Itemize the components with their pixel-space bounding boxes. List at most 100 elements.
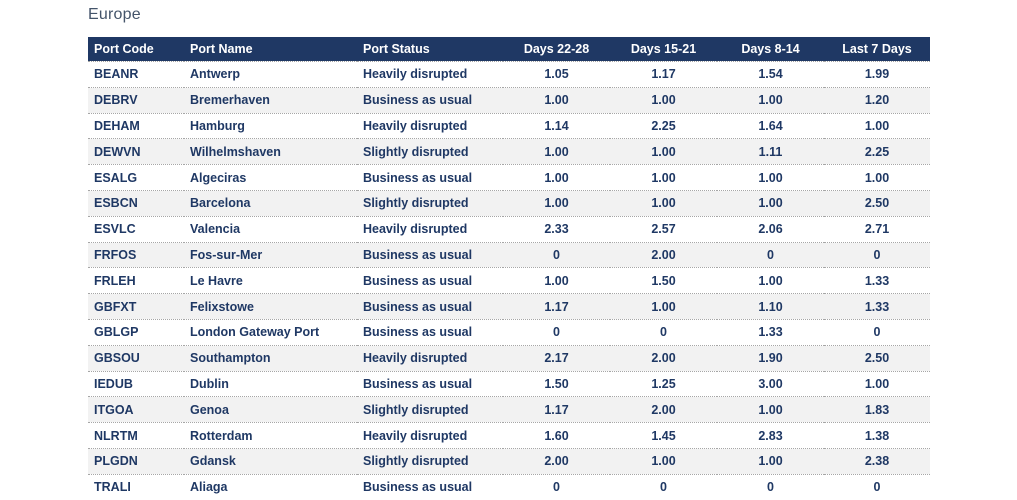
column-header-days-15-21[interactable]: Days 15-21 (610, 37, 717, 62)
cell-last-7-days: 2.50 (824, 344, 930, 372)
cell-last-7-days: 1.00 (824, 370, 930, 397)
cell-port-status: Slightly disrupted (357, 189, 503, 217)
cell-days-22-28: 1.50 (503, 370, 610, 397)
cell-port-status: Heavily disrupted (357, 215, 503, 243)
cell-days-8-14: 1.90 (717, 344, 824, 372)
ports-table: Port Code Port Name Port Status Days 22-28 D… (88, 37, 930, 500)
cell-days-22-28: 2.00 (503, 447, 610, 475)
table-row: ESBCN Barcelona Slightly disrupted 1.00 1.00… (88, 189, 930, 217)
cell-days-22-28: 2.33 (503, 215, 610, 243)
cell-port-code: ESBCN (88, 189, 184, 217)
table-row: PLGDN Gdansk Slightly disrupted 2.00 1.00 1.0… (88, 447, 930, 475)
column-header-days-8-14[interactable]: Days 8-14 (717, 37, 824, 62)
cell-days-22-28: 1.00 (503, 138, 610, 165)
column-header-port-code[interactable]: Port Code (88, 37, 184, 62)
cell-port-status: Business as usual (357, 318, 503, 346)
cell-port-name: Gdansk (184, 447, 357, 475)
cell-port-name: Le Havre (184, 267, 357, 294)
cell-last-7-days: 1.83 (824, 396, 930, 423)
cell-port-name: Rotterdam (184, 422, 357, 449)
cell-port-name: Valencia (184, 215, 357, 243)
cell-days-15-21: 1.00 (610, 138, 717, 165)
table-row: FRFOS Fos-sur-Mer Business as usual 0 2.00 0 0 (88, 241, 930, 268)
cell-days-15-21: 1.25 (610, 370, 717, 397)
cell-days-8-14: 1.54 (717, 61, 824, 88)
cell-last-7-days: 0 (824, 318, 930, 346)
table-row: DEWVN Wilhelmshaven Slightly disrupted 1.00… (88, 138, 930, 165)
cell-port-code: ITGOA (88, 396, 184, 423)
cell-days-15-21: 1.00 (610, 86, 717, 114)
cell-days-22-28: 0 (503, 473, 610, 500)
cell-days-8-14: 3.00 (717, 370, 824, 397)
cell-days-8-14: 1.00 (717, 164, 824, 191)
cell-port-status: Business as usual (357, 241, 503, 268)
cell-days-15-21: 1.45 (610, 422, 717, 449)
table-row: GBSOU Southampton Heavily disrupted 2.17 2.0… (88, 344, 930, 372)
cell-port-code: GBSOU (88, 344, 184, 372)
table-row: IEDUB Dublin Business as usual 1.50 1.25 3.00… (88, 370, 930, 397)
cell-last-7-days: 1.33 (824, 267, 930, 294)
cell-port-status: Heavily disrupted (357, 112, 503, 139)
table-row: FRLEH Le Havre Business as usual 1.00 1.50 1.… (88, 267, 930, 294)
cell-port-status: Business as usual (357, 473, 503, 500)
cell-days-8-14: 1.64 (717, 112, 824, 139)
cell-port-name: Antwerp (184, 61, 357, 88)
column-header-days-22-28[interactable]: Days 22-28 (503, 37, 610, 62)
cell-last-7-days: 1.20 (824, 86, 930, 114)
cell-port-status: Business as usual (357, 267, 503, 294)
cell-days-22-28: 1.00 (503, 86, 610, 114)
column-header-port-name[interactable]: Port Name (184, 37, 357, 62)
cell-last-7-days: 2.38 (824, 447, 930, 475)
cell-days-15-21: 1.00 (610, 164, 717, 191)
cell-port-code: TRALI (88, 473, 184, 500)
cell-port-code: NLRTM (88, 422, 184, 449)
cell-port-code: DEHAM (88, 112, 184, 139)
cell-days-15-21: 1.17 (610, 61, 717, 88)
cell-port-code: ESALG (88, 164, 184, 191)
table-row: ESVLC Valencia Heavily disrupted 2.33 2.57 2.… (88, 215, 930, 243)
cell-days-15-21: 1.00 (610, 447, 717, 475)
cell-days-15-21: 2.00 (610, 241, 717, 268)
cell-days-15-21: 2.25 (610, 112, 717, 139)
table-row: NLRTM Rotterdam Heavily disrupted 1.60 1.45 2… (88, 422, 930, 449)
cell-days-8-14: 1.00 (717, 86, 824, 114)
cell-days-22-28: 0 (503, 318, 610, 346)
cell-port-status: Heavily disrupted (357, 422, 503, 449)
cell-port-status: Heavily disrupted (357, 61, 503, 88)
cell-days-8-14: 1.33 (717, 318, 824, 346)
cell-days-8-14: 1.00 (717, 189, 824, 217)
cell-days-8-14: 1.10 (717, 293, 824, 320)
cell-port-name: Bremerhaven (184, 86, 357, 114)
cell-last-7-days: 1.99 (824, 61, 930, 88)
cell-last-7-days: 1.00 (824, 164, 930, 191)
column-header-last-7-days[interactable]: Last 7 Days (824, 37, 930, 62)
cell-port-name: Felixstowe (184, 293, 357, 320)
cell-port-code: GBLGP (88, 318, 184, 346)
cell-port-status: Slightly disrupted (357, 138, 503, 165)
cell-days-22-28: 1.60 (503, 422, 610, 449)
cell-port-status: Business as usual (357, 293, 503, 320)
cell-days-15-21: 1.50 (610, 267, 717, 294)
cell-days-22-28: 1.05 (503, 61, 610, 88)
cell-last-7-days: 1.00 (824, 112, 930, 139)
cell-days-22-28: 0 (503, 241, 610, 268)
cell-port-status: Business as usual (357, 164, 503, 191)
table-row: BEANR Antwerp Heavily disrupted 1.05 1.17 1.5… (88, 61, 930, 88)
cell-last-7-days: 0 (824, 241, 930, 268)
cell-days-8-14: 2.06 (717, 215, 824, 243)
cell-port-name: Aliaga (184, 473, 357, 500)
table-row: ITGOA Genoa Slightly disrupted 1.17 2.00 1.00… (88, 396, 930, 423)
cell-port-status: Slightly disrupted (357, 447, 503, 475)
header-row: Port Code Port Name Port Status Days 22-28 D… (88, 37, 930, 62)
cell-port-code: IEDUB (88, 370, 184, 397)
cell-port-name: Barcelona (184, 189, 357, 217)
cell-days-8-14: 2.83 (717, 422, 824, 449)
cell-days-15-21: 1.00 (610, 293, 717, 320)
column-header-port-status[interactable]: Port Status (357, 37, 503, 62)
table-row: ESALG Algeciras Business as usual 1.00 1.00 1… (88, 164, 930, 191)
cell-days-8-14: 1.00 (717, 396, 824, 423)
cell-last-7-days: 1.33 (824, 293, 930, 320)
cell-days-15-21: 2.00 (610, 344, 717, 372)
cell-port-status: Business as usual (357, 86, 503, 114)
